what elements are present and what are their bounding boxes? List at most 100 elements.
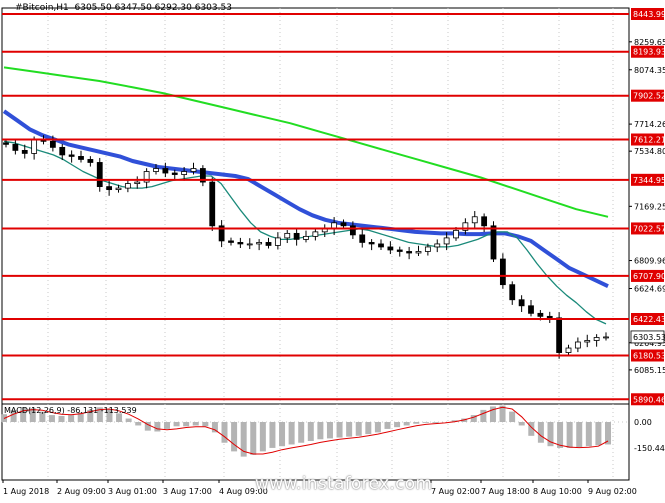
level-label-box-7 bbox=[631, 313, 664, 326]
candle-body-14 bbox=[134, 181, 141, 184]
y-tick-label-3: 7534.80 bbox=[634, 147, 665, 156]
x-tick-label-0: 1 Aug 2018 bbox=[3, 487, 49, 496]
x-tick-label-7: 8 Aug 10:00 bbox=[533, 487, 582, 496]
candle-body-11 bbox=[106, 186, 113, 191]
candle-body-43 bbox=[406, 251, 413, 254]
ma-fast-line bbox=[3, 140, 607, 325]
candle-body-41 bbox=[387, 246, 394, 251]
level-label-7: 6422.43 bbox=[633, 315, 665, 324]
current-price-box bbox=[630, 330, 665, 344]
y-tick-label-5: 6809.96 bbox=[634, 257, 665, 266]
y-tick-label-4: 7169.25 bbox=[634, 202, 665, 211]
ma-slow-line bbox=[3, 66, 609, 218]
candle-body-57 bbox=[537, 312, 544, 317]
x-tick-label-8: 9 Aug 02:00 bbox=[588, 487, 637, 496]
level-label-9: 5890.46 bbox=[633, 395, 665, 404]
candle-body-63 bbox=[593, 337, 600, 341]
candle-body-2 bbox=[21, 149, 28, 154]
level-label-6: 6707.90 bbox=[633, 272, 665, 281]
candle-body-50 bbox=[471, 216, 478, 224]
candle-body-53 bbox=[499, 258, 506, 286]
ma-slow-series bbox=[3, 66, 609, 218]
x-tick-label-3: 3 Aug 17:00 bbox=[163, 487, 212, 496]
level-label-8: 6180.53 bbox=[633, 352, 665, 361]
level-label-box-6 bbox=[631, 269, 664, 282]
level-label-box-1 bbox=[631, 45, 664, 58]
candles-series bbox=[3, 135, 609, 359]
candle-body-40 bbox=[378, 243, 384, 248]
y-tick-label-8: 6085.15 bbox=[634, 366, 665, 375]
candle-body-29 bbox=[274, 237, 281, 246]
candle-body-49 bbox=[462, 222, 469, 231]
candle-body-21 bbox=[199, 168, 206, 183]
candle-body-61 bbox=[574, 341, 581, 349]
candle-body-48 bbox=[453, 229, 459, 239]
candle-body-33 bbox=[312, 231, 319, 237]
candle-body-25 bbox=[237, 242, 244, 245]
macd-tick-label-1: -150.44 bbox=[634, 444, 665, 453]
candle-body-31 bbox=[293, 232, 300, 240]
level-lines: 8443.99 8193.93 7902.52 7612.21 7344.95 7022.… bbox=[2, 8, 665, 406]
candle-body-27 bbox=[256, 242, 263, 245]
candle-body-7 bbox=[68, 154, 75, 157]
level-label-4: 7344.95 bbox=[633, 176, 665, 185]
macd-title: MACD(12,26,9) -86.131 -113.539 bbox=[4, 406, 137, 415]
candle-body-52 bbox=[490, 225, 497, 260]
candle-body-62 bbox=[584, 340, 591, 343]
candle-body-12 bbox=[115, 187, 122, 191]
watermark: www.instaforex.com bbox=[255, 474, 433, 494]
level-label-5: 7022.57 bbox=[633, 224, 665, 233]
candle-body-56 bbox=[528, 305, 534, 314]
candle-body-26 bbox=[246, 243, 253, 246]
y-tick-label-2: 7714.26 bbox=[634, 120, 665, 129]
y-tick-label-6: 6624.69 bbox=[634, 284, 665, 293]
candle-body-58 bbox=[546, 315, 553, 319]
candle-body-24 bbox=[228, 240, 234, 243]
ohlc-readout: 6305.50 6347.50 6292.30 6303.53 bbox=[74, 3, 232, 13]
macd-panel: 0.00 -150.44 bbox=[1, 405, 665, 457]
x-tick-label-4: 4 Aug 09:00 bbox=[219, 487, 268, 496]
y-tick-label-0: 8259.65 bbox=[634, 38, 665, 47]
level-label-2: 7902.52 bbox=[633, 92, 665, 101]
candle-body-17 bbox=[162, 168, 169, 174]
candle-body-37 bbox=[349, 225, 356, 236]
candle-body-64 bbox=[603, 336, 609, 339]
ma-mid-line bbox=[2, 109, 609, 289]
candle-body-32 bbox=[303, 235, 309, 240]
candle-body-46 bbox=[434, 243, 441, 248]
candle-body-38 bbox=[359, 234, 366, 243]
candle-body-3 bbox=[31, 139, 38, 154]
y-axis: 8259.65 8074.35 7714.26 7534.80 7169.25 6809.… bbox=[629, 38, 665, 375]
current-price-label: 6303.53 bbox=[633, 333, 665, 342]
candle-body-16 bbox=[153, 168, 159, 172]
candle-body-9 bbox=[87, 159, 94, 163]
level-label-box-2 bbox=[631, 89, 664, 102]
candle-body-55 bbox=[518, 299, 525, 307]
x-tick-label-2: 3 Aug 01:00 bbox=[108, 487, 157, 496]
chart-symbol: #Bitcoin,H1 bbox=[15, 3, 69, 13]
candle-body-30 bbox=[284, 232, 291, 239]
ma-mid-series bbox=[2, 109, 609, 289]
level-label-box-4 bbox=[631, 173, 664, 186]
macd-signal-line bbox=[3, 406, 609, 455]
x-tick-label-5: 7 Aug 02:00 bbox=[431, 487, 480, 496]
x-tick-label-6: 7 Aug 18:00 bbox=[481, 487, 530, 496]
level-label-box-5 bbox=[631, 222, 664, 235]
candle-body-15 bbox=[143, 171, 150, 183]
level-label-box-8 bbox=[631, 349, 664, 362]
candle-body-8 bbox=[78, 156, 84, 160]
level-label-box-3 bbox=[631, 133, 664, 146]
candle-body-1 bbox=[12, 143, 19, 151]
chart-title: #Bitcoin,H1 6305.50 6347.50 6292.30 6303… bbox=[15, 3, 232, 13]
level-label-1: 8193.93 bbox=[633, 48, 665, 57]
candle-body-18 bbox=[171, 172, 178, 175]
candle-body-60 bbox=[565, 347, 572, 353]
candle-body-28 bbox=[265, 242, 272, 246]
candle-body-19 bbox=[181, 171, 188, 175]
candle-body-47 bbox=[443, 237, 450, 245]
plot-frame bbox=[1, 7, 630, 481]
candle-body-39 bbox=[368, 242, 375, 245]
candle-body-0 bbox=[3, 142, 9, 145]
level-label-box-0 bbox=[631, 8, 664, 20]
